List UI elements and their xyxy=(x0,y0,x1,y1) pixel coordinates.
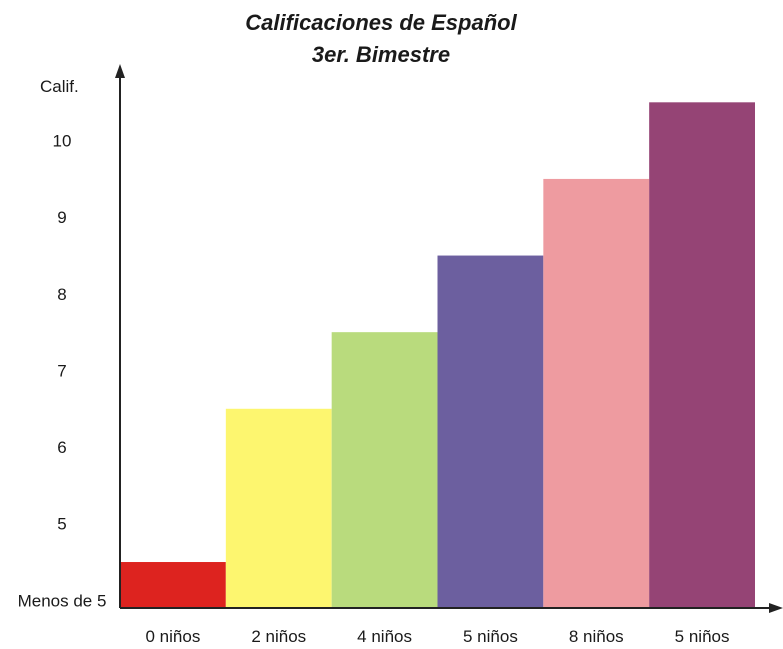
x-tick-label: 2 niños xyxy=(251,627,306,646)
bars-group xyxy=(120,102,755,609)
x-tick-label: 8 niños xyxy=(569,627,624,646)
y-tick-label: 5 xyxy=(57,515,66,534)
x-tick-label: 0 niños xyxy=(146,627,201,646)
y-tick-label: 7 xyxy=(57,361,66,380)
y-tick-label: Menos de 5 xyxy=(18,591,107,610)
x-axis-arrowhead-icon xyxy=(769,603,783,613)
bar-6 xyxy=(649,102,755,608)
y-tick-label: 8 xyxy=(57,285,66,304)
x-tick-labels: 0 niños 2 niños 4 niños 5 niños 8 niños 5 niñ… xyxy=(146,627,730,646)
y-tick-labels: Menos de 5 5 6 7 8 9 10 xyxy=(18,132,107,611)
bar-4 xyxy=(437,255,544,608)
y-tick-label: 10 xyxy=(53,132,72,151)
y-tick-label: 6 xyxy=(57,438,66,457)
bar-3 xyxy=(331,332,438,608)
chart-subtitle: 3er. Bimestre xyxy=(312,42,450,67)
y-axis-label: Calif. xyxy=(40,77,79,96)
y-tick-label: 9 xyxy=(57,208,66,227)
bar-5 xyxy=(543,178,650,609)
x-tick-label: 5 niños xyxy=(675,627,730,646)
y-axis-arrowhead-icon xyxy=(115,64,125,78)
bar-2 xyxy=(225,408,332,608)
x-tick-label: 5 niños xyxy=(463,627,518,646)
chart-title: Calificaciones de Español xyxy=(245,10,517,35)
x-tick-label: 4 niños xyxy=(357,627,412,646)
bar-1 xyxy=(120,562,226,608)
